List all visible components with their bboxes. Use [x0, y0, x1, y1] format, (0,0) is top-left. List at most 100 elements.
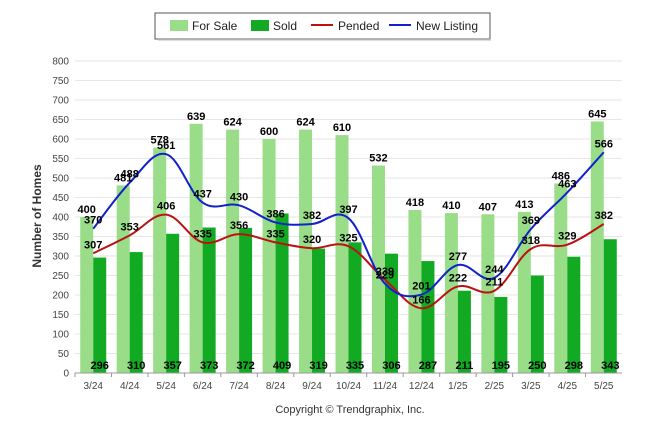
bar-sold	[239, 227, 253, 373]
label-for-sale: 624	[223, 117, 242, 129]
bar-for-sale	[262, 139, 276, 373]
bar-for-sale	[481, 214, 495, 373]
label-sold: 409	[273, 360, 291, 372]
bar-sold	[494, 296, 508, 373]
bar-sold	[530, 275, 544, 373]
label-pended: 335	[266, 228, 284, 240]
label-sold: 310	[127, 360, 145, 372]
label-sold: 306	[382, 360, 400, 372]
label-new-listing: 566	[595, 138, 613, 150]
label-new-listing: 430	[230, 191, 248, 203]
label-new-listing: 488	[121, 169, 139, 181]
y-tick-label: 300	[52, 252, 69, 263]
x-tick-label: 11/24	[373, 381, 398, 392]
bar-sold	[603, 239, 617, 373]
label-sold: 373	[200, 360, 218, 372]
bar-for-sale	[299, 129, 313, 373]
x-tick-label: 1/25	[448, 381, 468, 392]
label-pended: 406	[157, 201, 175, 213]
label-for-sale: 486	[552, 170, 570, 182]
bar-for-sale	[153, 147, 167, 373]
y-tick-label: 600	[52, 135, 69, 146]
bar-sold	[166, 233, 180, 373]
label-sold: 343	[601, 360, 619, 372]
label-pended: 320	[303, 234, 321, 246]
bar-sold	[93, 257, 107, 373]
label-sold: 211	[456, 360, 474, 372]
label-new-listing: 277	[449, 251, 467, 263]
bar-sold	[312, 248, 326, 373]
label-pended: 335	[193, 228, 211, 240]
x-tick-label: 7/24	[229, 381, 249, 392]
data-labels: 400 296 307 370 481 310 353 488 578 357 406 561 639 3…	[78, 108, 620, 372]
x-tick-label: 12/24	[409, 381, 434, 392]
x-tick-label: 3/25	[521, 381, 541, 392]
y-tick-label: 550	[52, 154, 69, 165]
bar-sold	[202, 227, 216, 373]
y-tick-label: 50	[58, 349, 70, 360]
label-pended: 356	[230, 220, 248, 232]
bar-for-sale	[189, 123, 203, 373]
label-new-listing: 397	[339, 204, 357, 216]
x-tick-label: 10/24	[336, 381, 361, 392]
legend-label-pended: Pended	[338, 19, 379, 33]
bar-sold	[275, 213, 289, 373]
label-new-listing: 382	[303, 210, 321, 222]
x-tick-label: 8/24	[266, 381, 286, 392]
bar-sold	[348, 242, 362, 373]
label-new-listing: 201	[412, 281, 430, 293]
label-for-sale: 624	[296, 117, 315, 129]
y-tick-label: 750	[52, 76, 69, 87]
y-tick-label: 700	[52, 96, 69, 107]
bar-sold	[421, 261, 435, 373]
y-tick-label: 0	[63, 369, 69, 380]
label-for-sale: 407	[479, 201, 497, 213]
y-tick-label: 650	[52, 115, 69, 126]
legend-label-new-listing: New Listing	[416, 19, 478, 33]
x-tick-label: 5/25	[594, 381, 614, 392]
label-new-listing: 386	[266, 208, 284, 220]
y-tick-label: 350	[52, 232, 69, 243]
y-tick-label: 400	[52, 213, 69, 224]
bar-for-sale	[335, 135, 349, 373]
label-sold: 298	[565, 360, 583, 372]
label-for-sale: 645	[588, 108, 606, 120]
bars	[80, 121, 617, 373]
x-tick-label: 9/24	[302, 381, 322, 392]
label-new-listing: 561	[157, 140, 175, 152]
bar-for-sale	[590, 121, 604, 373]
label-pended: 222	[449, 272, 467, 284]
label-new-listing: 463	[558, 178, 576, 190]
x-tick-label: 2/25	[485, 381, 505, 392]
label-new-listing: 229	[376, 270, 394, 282]
bar-for-sale	[371, 165, 385, 373]
y-tick-label: 200	[52, 291, 69, 302]
label-sold: 335	[346, 360, 364, 372]
label-sold: 296	[91, 360, 109, 372]
y-tick-label: 250	[52, 271, 69, 282]
y-tick-label: 800	[52, 57, 69, 68]
label-sold: 319	[309, 360, 327, 372]
bar-for-sale	[116, 185, 130, 373]
label-for-sale: 600	[260, 126, 278, 138]
label-for-sale: 578	[150, 135, 168, 147]
label-new-listing: 370	[84, 215, 102, 227]
label-new-listing: 369	[522, 215, 540, 227]
legend-swatch-sold	[251, 20, 269, 31]
label-pended: 382	[595, 210, 613, 222]
x-tick-label: 4/24	[120, 381, 140, 392]
lines	[92, 151, 605, 310]
y-tick-label: 150	[52, 310, 69, 321]
copyright-footer: Copyright © Trendgraphix, Inc.	[275, 404, 424, 416]
label-pended: 318	[522, 235, 540, 247]
legend-label-sold: Sold	[273, 19, 297, 33]
bar-for-sale	[226, 129, 240, 373]
label-for-sale: 413	[515, 199, 533, 211]
label-pended: 325	[339, 232, 357, 244]
y-ticks: 0 50 100 150 200 250 300 350 400 450 500 550 600 650 7…	[52, 57, 69, 380]
x-tick-label: 6/24	[193, 381, 213, 392]
label-new-listing: 244	[485, 264, 504, 276]
legend-label-for-sale: For Sale	[192, 19, 238, 33]
label-sold: 357	[163, 360, 181, 372]
